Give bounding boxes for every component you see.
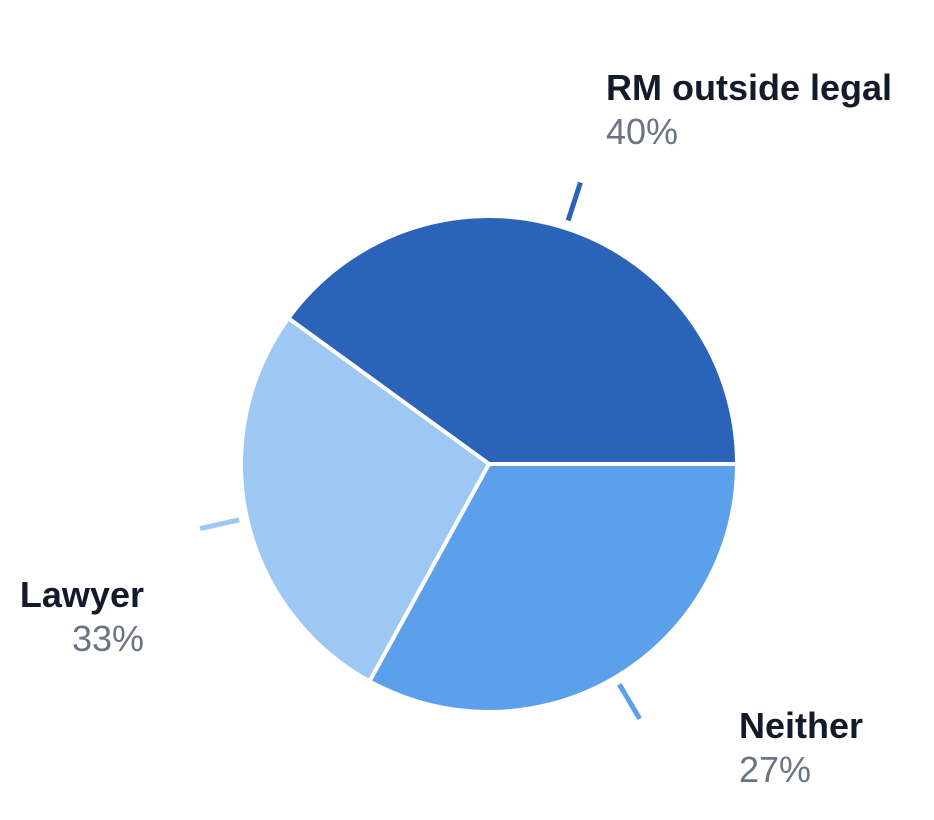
slice-value-neither: 27% [739, 749, 811, 790]
leader-line-lawyer [617, 683, 642, 721]
slice-labels: RM outside legal 40% Neither 27% Lawyer … [20, 67, 892, 790]
slice-label-neither: Neither [739, 705, 863, 746]
label-leader-lines [199, 181, 642, 721]
pie-slices [239, 213, 739, 714]
pie-slice-neither [239, 316, 491, 684]
pie-slice-lawyer [367, 462, 739, 714]
slice-value-rm-outside-legal: 40% [606, 111, 678, 152]
slice-label-rm-outside-legal: RM outside legal [606, 67, 892, 108]
pie-slice-rm-outside-legal [286, 213, 739, 466]
slice-value-lawyer: 33% [72, 618, 144, 659]
slice-label-lawyer: Lawyer [20, 574, 144, 615]
leader-line-neither [199, 517, 240, 532]
leader-line-rm-outside-legal [565, 181, 583, 222]
